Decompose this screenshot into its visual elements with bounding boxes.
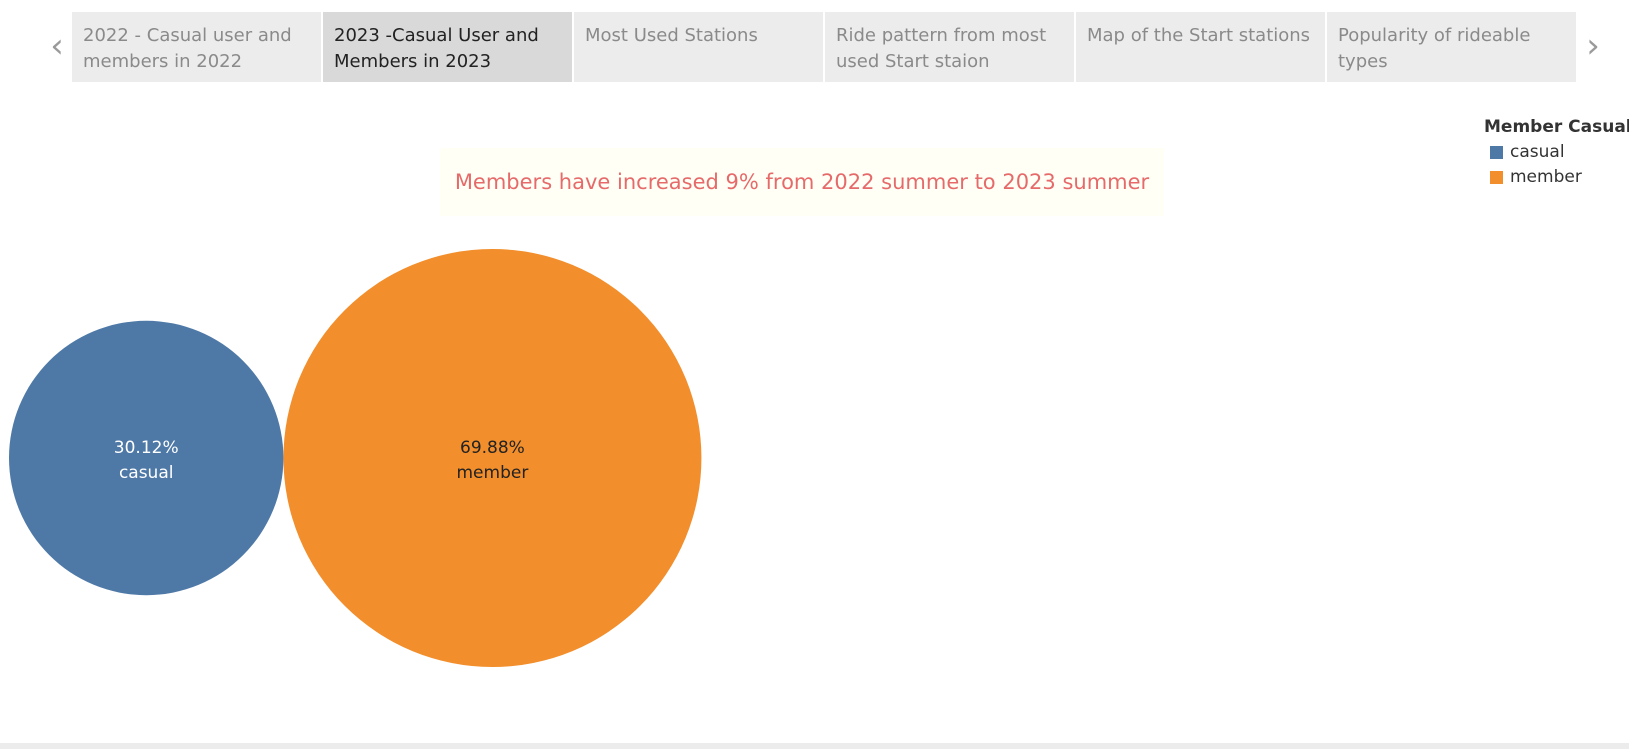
- caption-box: Members have increased 9% from 2022 summ…: [440, 148, 1164, 216]
- legend-title: Member Casual: [1484, 117, 1629, 137]
- tab-ride-pattern[interactable]: Ride pattern from most used Start staion: [825, 12, 1074, 82]
- legend-label: casual: [1510, 142, 1565, 162]
- tab-label: Map of the Start stations: [1087, 25, 1311, 46]
- bubble-casual[interactable]: [9, 320, 284, 596]
- tab-most-used-stations[interactable]: Most Used Stations: [574, 12, 823, 82]
- bottom-bar: [0, 743, 1629, 749]
- tab-rideable-types[interactable]: Popularity of rideable types: [1327, 12, 1576, 82]
- tab-map-start-stations[interactable]: Map of the Start stations: [1076, 12, 1325, 82]
- bubble-value-label: 30.12%: [114, 438, 179, 458]
- bubble-member[interactable]: [283, 249, 702, 667]
- bubble-value-label: 69.88%: [460, 438, 525, 458]
- chevron-left-icon[interactable]: ‹: [50, 26, 64, 66]
- legend: Member Casual casual member: [1484, 114, 1629, 190]
- caption-text: Members have increased 9% from 2022 summ…: [454, 170, 1150, 194]
- legend-swatch: [1490, 146, 1503, 159]
- tab-label: Most Used Stations: [585, 25, 758, 46]
- legend-item-casual[interactable]: casual: [1484, 140, 1624, 165]
- tab-label: 2023 -Casual User and Members in 2023: [334, 25, 539, 72]
- tab-2023-casual-members[interactable]: 2023 -Casual User and Members in 2023: [323, 12, 572, 82]
- legend-swatch: [1490, 171, 1503, 184]
- bubble-category-label: member: [457, 463, 529, 483]
- tab-label: Ride pattern from most used Start staion: [836, 25, 1047, 72]
- story-navigator: ‹ 2022 - Casual user and members in 2022…: [0, 0, 1629, 90]
- bubble-category-label: casual: [119, 463, 174, 483]
- tab-label: 2022 - Casual user and members in 2022: [83, 25, 292, 72]
- tab-label: Popularity of rideable types: [1338, 25, 1531, 72]
- legend-label: member: [1510, 167, 1582, 187]
- legend-item-member[interactable]: member: [1484, 165, 1624, 190]
- tab-2022-casual-members[interactable]: 2022 - Casual user and members in 2022: [72, 12, 321, 82]
- chevron-right-icon[interactable]: ›: [1586, 26, 1600, 66]
